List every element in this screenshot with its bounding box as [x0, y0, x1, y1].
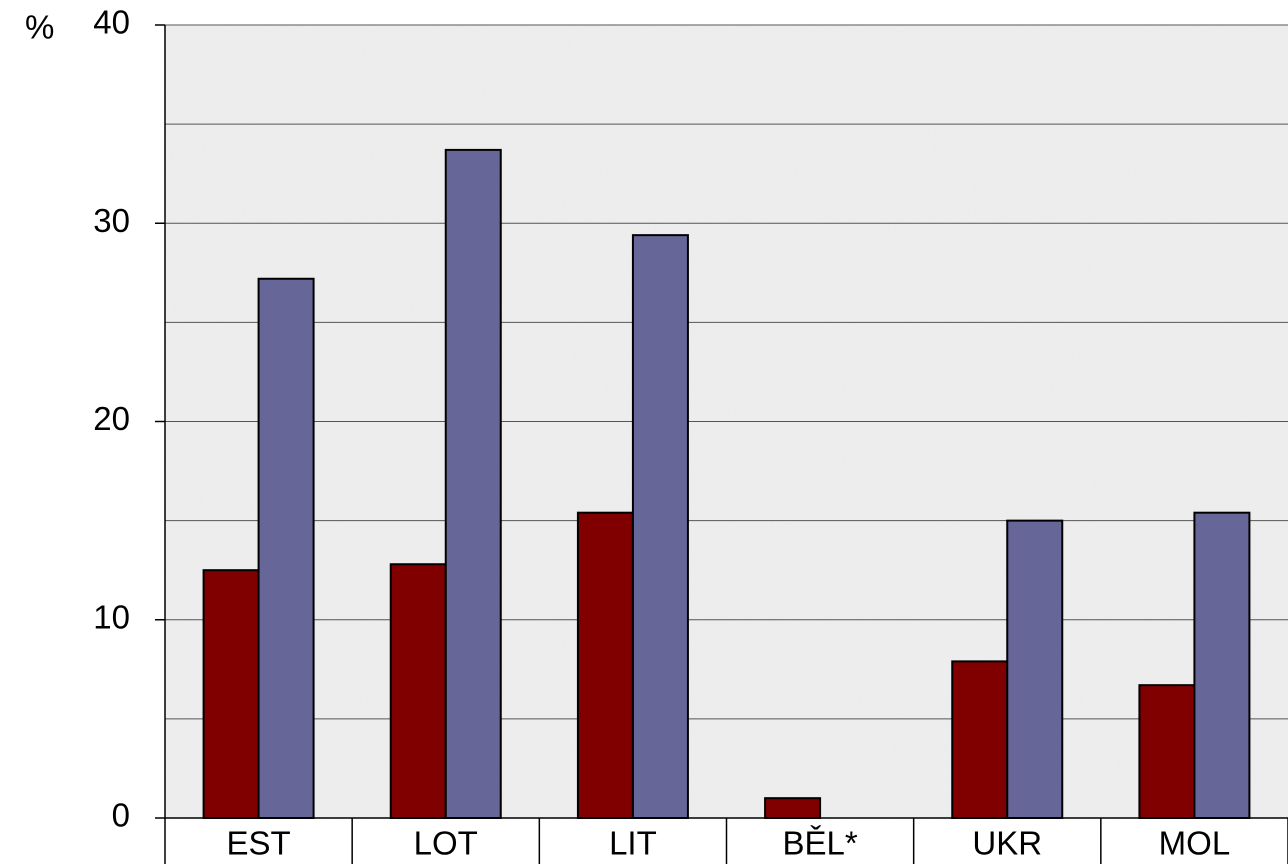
bar — [1138, 684, 1196, 819]
y-tick-label: 40 — [93, 4, 130, 41]
y-tick-label: 10 — [93, 598, 130, 635]
x-tick-label: MOL — [1159, 825, 1231, 862]
x-tick-label: LIT — [609, 825, 657, 862]
x-tick-label: LOT — [414, 825, 478, 862]
x-tick-label: EST — [226, 825, 290, 862]
bar — [764, 797, 822, 819]
y-tick-label: 30 — [93, 202, 130, 239]
bar — [202, 569, 260, 819]
bar — [576, 511, 634, 819]
bar — [444, 148, 502, 819]
bar — [389, 563, 447, 819]
bar — [257, 277, 315, 819]
x-tick-label: BĚL* — [782, 825, 857, 862]
x-tick-label: UKR — [972, 825, 1042, 862]
y-tick-label: 20 — [93, 400, 130, 437]
y-axis-label: % — [25, 9, 54, 46]
bar — [1006, 519, 1064, 819]
y-tick-label: 0 — [112, 797, 130, 834]
bar — [1193, 511, 1251, 819]
bar — [951, 660, 1009, 819]
bar — [631, 234, 689, 819]
